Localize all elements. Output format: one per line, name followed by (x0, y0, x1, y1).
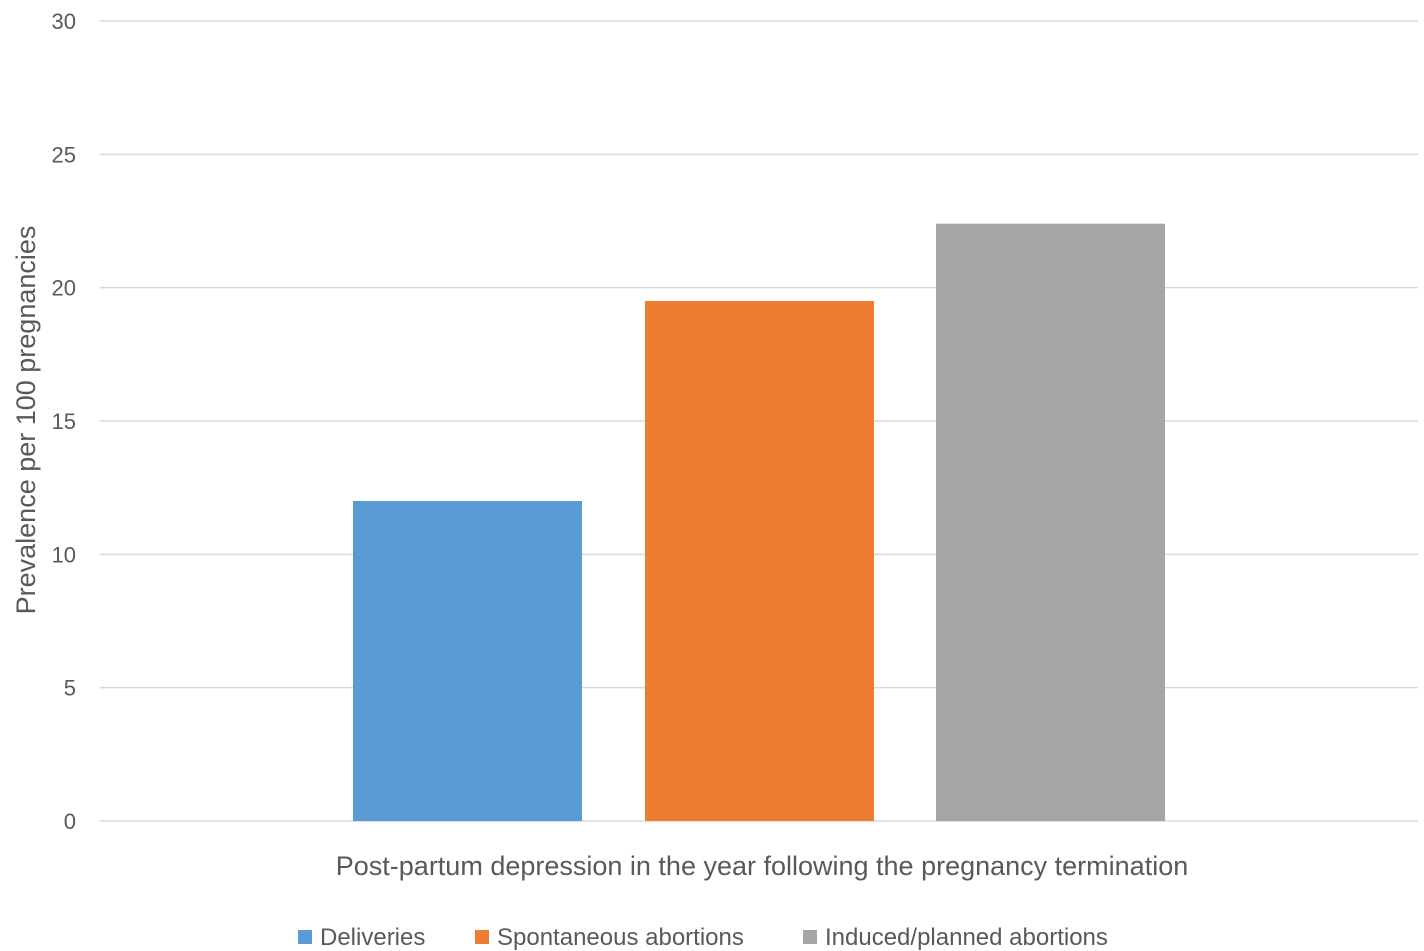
legend-item: Spontaneous abortions (475, 924, 744, 951)
legend-swatch (475, 930, 489, 944)
bar-deliveries (353, 501, 582, 821)
legend-label: Induced/planned abortions (825, 924, 1108, 951)
legend-item: Deliveries (298, 924, 425, 951)
legend-label: Deliveries (320, 924, 425, 951)
legend-swatch (298, 930, 312, 944)
legend-label: Spontaneous abortions (497, 924, 744, 951)
y-axis-ticks: 0 5 10 15 20 25 30 (52, 9, 76, 834)
y-tick-label: 5 (64, 676, 76, 701)
y-tick-label: 30 (52, 9, 76, 34)
legend-item: Induced/planned abortions (803, 924, 1108, 951)
y-tick-label: 20 (52, 276, 76, 301)
bar-spontaneous-abortions (645, 301, 874, 821)
x-axis-label: Post-partum depression in the year follo… (336, 851, 1188, 881)
y-tick-label: 25 (52, 142, 76, 167)
legend-swatch (803, 930, 817, 944)
y-tick-label: 0 (64, 809, 76, 834)
y-axis-label: Prevalence per 100 pregnancies (11, 226, 41, 615)
legend: Deliveries Spontaneous abortions Induced/p… (298, 924, 1108, 951)
y-tick-label: 10 (52, 542, 76, 567)
y-tick-label: 15 (52, 409, 76, 434)
bar-induced-planned-abortions (936, 223, 1165, 821)
bars (353, 223, 1165, 821)
